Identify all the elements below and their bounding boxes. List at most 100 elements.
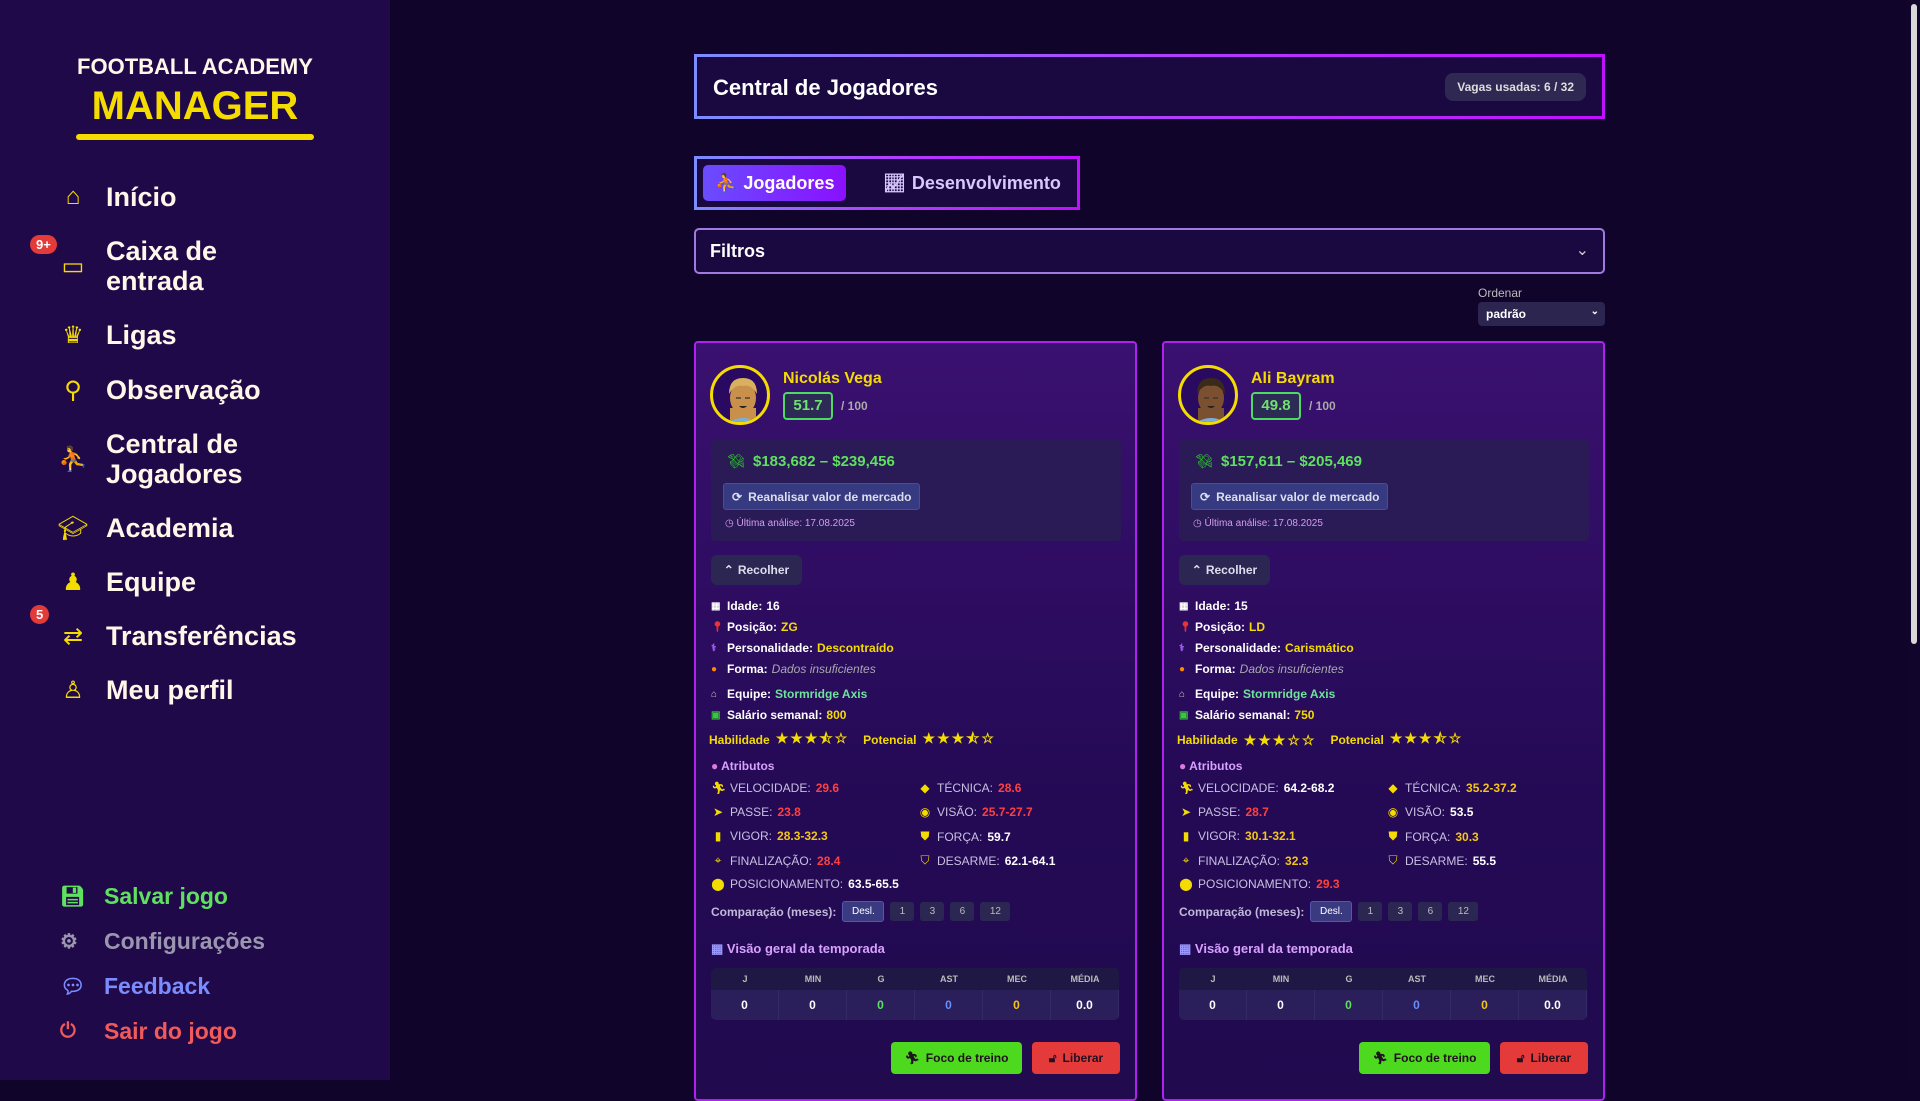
season-cell: 0 — [915, 990, 983, 1020]
filters-toggle[interactable]: Filtros ⌄ — [694, 228, 1605, 274]
icon-wrap: ⌂ — [58, 182, 88, 212]
attribute-row: ➤ PASSE: 28.7 — [1179, 805, 1269, 819]
season-cell: 0.0 — [1519, 990, 1587, 1020]
pin-icon: 📍︎ — [1179, 621, 1192, 633]
icon-wrap: ♙ — [58, 675, 88, 705]
chevron-down-icon: ⌄ — [1590, 306, 1599, 317]
sidebar-item[interactable]: ♛ Ligas — [58, 320, 177, 350]
comparison-off[interactable]: Desl. — [1310, 901, 1353, 922]
sidebar-item[interactable]: ♟ Equipe — [58, 567, 196, 597]
season-cell: 0.0 — [1051, 990, 1119, 1020]
attribute-icon: ➤ — [1180, 805, 1192, 819]
info-label: Salário semanal: — [1195, 708, 1291, 722]
attribute-label: FORÇA: — [937, 829, 983, 844]
search-icon: ⚲ — [64, 376, 82, 404]
player-rating: 51.7 — [783, 392, 833, 420]
release-button[interactable]: 🔓︎ Liberar — [1500, 1042, 1588, 1074]
comparison-3[interactable]: 3 — [1388, 902, 1413, 921]
sidebar-item[interactable]: ▭ 9+ Caixa de entrada — [30, 235, 286, 296]
tab-players[interactable]: ⛹ Jogadores — [703, 165, 847, 201]
info-value[interactable]: Stormridge Axis — [775, 687, 868, 701]
team-icon: ♟ — [62, 568, 84, 596]
attribute-value: 28.7 — [1245, 805, 1269, 819]
attribute-value: 35.2-37.2 — [1466, 781, 1517, 795]
comparison-off[interactable]: Desl. — [842, 901, 885, 922]
info-value: ZG — [781, 620, 798, 634]
sidebar-item[interactable]: ⇄ 5 Transferências — [30, 605, 297, 651]
icon-wrap: ⇄ 5 — [30, 605, 88, 651]
rating-max: / 100 — [1309, 399, 1336, 413]
player-name[interactable]: Ali Bayram — [1251, 370, 1335, 387]
unlock-icon: 🔓︎ — [1048, 1050, 1057, 1065]
season-cell: 0 — [847, 990, 915, 1020]
last-analysis-text: Última análise: 17.08.2025 — [1204, 518, 1323, 529]
sidebar-item-label: Transferências — [106, 621, 297, 651]
comparison-1[interactable]: 1 — [890, 902, 915, 921]
attribute-row: ⬤ POSICIONAMENTO: 63.5-65.5 — [711, 877, 899, 891]
last-analysis: ◷ Última análise: 17.08.2025 — [1193, 518, 1323, 529]
scrollbar-thumb[interactable] — [1911, 4, 1917, 644]
unlock-icon: 🔓︎ — [1516, 1050, 1525, 1065]
comparison-12[interactable]: 12 — [980, 902, 1011, 921]
attributes-label: Atributos — [721, 759, 775, 773]
attribute-label: FINALIZAÇÃO: — [730, 853, 813, 868]
sidebar-item-label: Ligas — [106, 320, 177, 350]
comparison-12[interactable]: 12 — [1448, 902, 1479, 921]
attribute-label: POSICIONAMENTO: — [730, 877, 844, 891]
attribute-row: 🏃︎ VELOCIDADE: 64.2-68.2 — [1179, 781, 1334, 795]
attribute-icon: ⛉ — [1388, 853, 1398, 867]
season-col-header: AST — [940, 974, 958, 984]
player-rating: 49.8 — [1251, 392, 1301, 420]
sidebar-item[interactable]: ⛹ Central de Jogadores — [58, 429, 286, 489]
fire-icon: ● — [711, 663, 718, 675]
training-focus-button[interactable]: 🏃︎ Foco de treino — [891, 1042, 1022, 1074]
reanalyze-button[interactable]: ⟳ Reanalisar valor de mercado — [1191, 483, 1389, 510]
comparison-1[interactable]: 1 — [1358, 902, 1383, 921]
scrollbar[interactable] — [1908, 0, 1920, 1080]
comparison-6[interactable]: 6 — [1418, 902, 1443, 921]
info-label: Idade: — [1195, 599, 1231, 613]
collapse-button[interactable]: ⌃ Recolher — [711, 555, 802, 585]
info-value[interactable]: Stormridge Axis — [1243, 687, 1336, 701]
training-focus-button[interactable]: 🏃︎ Foco de treino — [1359, 1042, 1490, 1074]
season-col-header: MEC — [1007, 974, 1027, 984]
info-label: Salário semanal: — [727, 708, 823, 722]
sort-label: Ordenar — [1478, 286, 1523, 300]
comparison-selector: Comparação (meses): Desl. 1 3 6 12 — [711, 901, 1011, 922]
reanalyze-button[interactable]: ⟳ Reanalisar valor de mercado — [723, 483, 921, 510]
sidebar-action[interactable]: ⏻ Sair do jogo — [60, 1018, 237, 1045]
attribute-row: ➤ PASSE: 23.8 — [711, 805, 801, 819]
user-icon: ♙ — [62, 676, 84, 704]
sidebar-action[interactable]: ⚙ Configurações — [60, 928, 265, 955]
sidebar-item[interactable]: ♙ Meu perfil — [58, 675, 233, 705]
sidebar: FOOTBALL ACADEMY MANAGER ⌂ Início ▭ 9+ Caixa… — [0, 0, 390, 1080]
info-team: ⌂ Equipe: Stormridge Axis — [711, 687, 867, 701]
sort-select[interactable]: padrão ⌄ — [1478, 302, 1605, 326]
logo-title: FOOTBALL ACADEMY — [77, 54, 313, 79]
comparison-label: Comparação (meses): — [711, 904, 837, 919]
comparison-6[interactable]: 6 — [950, 902, 975, 921]
attribute-icon: ⛊ — [1388, 829, 1398, 843]
sidebar-item[interactable]: 🎓︎ Academia — [58, 513, 234, 543]
info-salary: ▣ Salário semanal: 800 — [711, 708, 846, 722]
info-label: Personalidade: — [1195, 641, 1282, 655]
release-button[interactable]: 🔓︎ Liberar — [1032, 1042, 1120, 1074]
attribute-value: 53.5 — [1450, 805, 1474, 819]
tab-development[interactable]: 📈︎ Desenvolvimento — [871, 165, 1073, 201]
sidebar-item[interactable]: ⚲ Observação — [58, 375, 260, 405]
attribute-value: 63.5-65.5 — [848, 877, 899, 891]
player-card: Nicolás Vega 51.7 / 100 💸︎ $183,682 – $2… — [694, 341, 1137, 1101]
player-name[interactable]: Nicolás Vega — [783, 370, 882, 387]
comparison-3[interactable]: 3 — [920, 902, 945, 921]
season-col-header: J — [742, 974, 748, 984]
collapse-button[interactable]: ⌃ Recolher — [1179, 555, 1270, 585]
tab-label: Jogadores — [743, 172, 835, 193]
sidebar-item[interactable]: ⌂ Início — [58, 182, 177, 212]
season-cell: 0 — [1315, 990, 1383, 1020]
sidebar-action[interactable]: 💬︎ Feedback — [60, 973, 210, 1000]
attribute-value: 55.5 — [1472, 853, 1497, 868]
attribute-icon: 🏃︎ — [1179, 781, 1195, 795]
info-team: ⌂ Equipe: Stormridge Axis — [1179, 687, 1335, 701]
sidebar-action[interactable]: 💾︎ Salvar jogo — [60, 883, 228, 910]
attribute-row: ⛊ FORÇA: 30.3 — [1386, 829, 1478, 844]
